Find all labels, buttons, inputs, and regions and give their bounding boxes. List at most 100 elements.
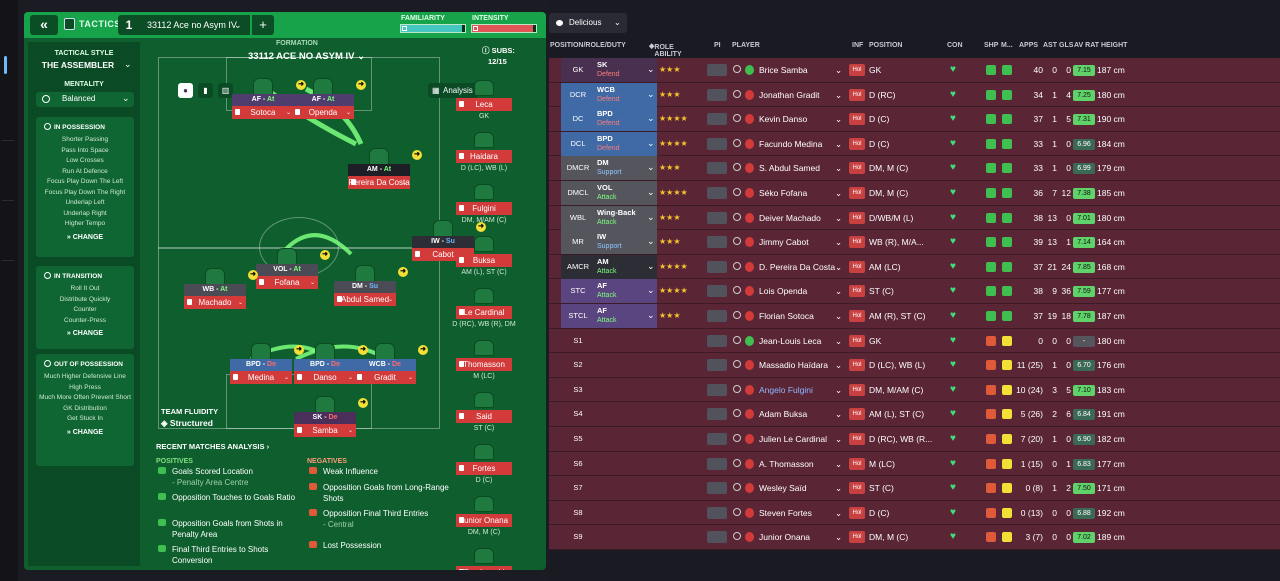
formation-name[interactable]: 33112 ACE NO ASYM IV ⌄ <box>248 51 366 62</box>
player-name-tag[interactable]: Sotoca ⌄ <box>232 106 294 119</box>
position-role-duty-cell[interactable]: STC AF Attack ⌄ <box>561 279 657 304</box>
chevron-down-icon[interactable]: ⌄ <box>309 280 315 286</box>
table-row[interactable]: S7 Wesley Saïd ⌄ Hol ST (C) ♥ 0 (8) 1 2 7.50 171 c… <box>549 476 1280 501</box>
sub-name-tag[interactable]: Junior Onana <box>456 514 512 527</box>
sub-name-tag[interactable]: Haidara <box>456 150 512 163</box>
chevron-down-icon[interactable]: ⌄ <box>835 163 843 174</box>
player-name[interactable]: A. Thomasson <box>759 458 814 469</box>
table-row[interactable]: S1 Jean-Louis Leca ⌄ Hol GK ♥ 0 0 0-180 cm <box>549 328 1280 354</box>
chevron-down-icon[interactable]: ⌄ <box>283 375 289 381</box>
col-pi[interactable]: PI <box>714 42 721 49</box>
instruction-arrow-icon[interactable]: ➜ <box>358 345 368 355</box>
player-name[interactable]: Steven Fortes <box>759 507 812 518</box>
sub-name-tag[interactable]: Le Cardinal <box>456 306 512 319</box>
table-row[interactable]: DC BPD Defend ⌄ ★★★★ Kevin Danso ⌄ Hol D (C) ♥ 37 1… <box>549 107 1280 132</box>
chevron-down-icon[interactable]: ⌄ <box>835 212 843 223</box>
chevron-down-icon[interactable]: ⌄ <box>401 180 407 186</box>
table-row[interactable]: S3 Angelo Fulgini ⌄ Hol DM, M/AM (C) ♥ 10 (24)… <box>549 377 1280 403</box>
player-role-duty[interactable]: VOL - At <box>256 264 318 276</box>
player-name-tag[interactable]: Gradit ⌄ <box>354 371 416 384</box>
player-instructions-icon[interactable] <box>707 334 727 347</box>
chevron-down-icon[interactable]: ⌄ <box>234 20 242 30</box>
player-name-tag[interactable]: Fofana ⌄ <box>256 276 318 289</box>
player-name[interactable]: D. Pereira Da Costa <box>759 261 836 272</box>
player-name[interactable]: Facundo Medina <box>759 138 823 149</box>
chevron-down-icon[interactable]: ⌄ <box>835 434 843 444</box>
position-role-duty-cell[interactable]: DCR WCB Defend ⌄ <box>561 82 657 107</box>
chevron-down-icon[interactable]: ⌄ <box>835 384 843 395</box>
position-role-duty-cell[interactable]: WBL Wing-Back Attack ⌄ <box>561 205 657 230</box>
position-role-duty-cell[interactable]: STCL AF Attack ⌄ <box>561 304 657 328</box>
player-instructions-icon[interactable] <box>707 359 727 372</box>
player-name[interactable]: Deiver Machado <box>759 212 821 223</box>
table-row[interactable]: S6 A. Thomasson ⌄ Hol M (LC) ♥ 1 (15) 0 1 6.83 177… <box>549 451 1280 477</box>
instruction-arrow-icon[interactable]: ➜ <box>418 345 428 355</box>
familiarity-meter[interactable] <box>400 24 466 33</box>
player-name[interactable]: Jonathan Gradit <box>759 89 820 100</box>
chevron-down-icon[interactable]: ⌄ <box>647 187 655 197</box>
table-row[interactable]: STCL AF Attack ⌄ ★★★ Florian Sotoca ⌄ Hol AM (R)… <box>549 304 1280 329</box>
player-name[interactable]: S. Abdul Samed <box>759 163 820 174</box>
player-name[interactable]: Jean-Louis Leca <box>759 335 822 346</box>
sub-name-tag[interactable]: Fortes <box>456 462 512 475</box>
position-role-duty-cell[interactable]: AMCR AM Attack ⌄ <box>561 254 657 279</box>
chevron-down-icon[interactable]: ⌄ <box>387 297 393 303</box>
instruction-arrow-icon[interactable]: ➜ <box>296 80 306 90</box>
chevron-down-icon[interactable]: ⌄ <box>835 237 843 248</box>
in-transition-change-button[interactable]: » CHANGE <box>66 330 104 337</box>
instruction-arrow-icon[interactable]: ➜ <box>358 398 368 408</box>
table-row[interactable]: AMCR AM Attack ⌄ ★★★★ D. Pereira Da Costa ⌄ Hol… <box>549 254 1280 280</box>
player-name[interactable]: Wesley Saïd <box>759 483 807 494</box>
position-role-duty-cell[interactable]: GK SK Defend ⌄ <box>561 58 657 82</box>
chevron-down-icon[interactable]: ⌄ <box>647 64 655 74</box>
player-instructions-icon[interactable] <box>707 236 727 249</box>
analysis-button[interactable]: ▦ Analysis <box>428 83 478 98</box>
chevron-down-icon[interactable]: ⌄ <box>835 286 843 297</box>
col-pos[interactable]: POSITION <box>869 42 903 49</box>
chevron-down-icon[interactable]: ⌄ <box>285 110 291 116</box>
table-row[interactable]: WBL Wing-Back Attack ⌄ ★★★ Deiver Machado ⌄ Hol… <box>549 205 1280 231</box>
chevron-down-icon[interactable]: ⌄ <box>347 428 353 434</box>
instruction-arrow-icon[interactable]: ➜ <box>356 80 366 90</box>
player-instructions-icon[interactable] <box>707 433 727 445</box>
chevron-down-icon[interactable]: ⌄ <box>237 300 243 306</box>
player-name[interactable]: Séko Fofana <box>759 188 808 198</box>
player-name-tag[interactable]: Danso ⌄ <box>294 371 356 384</box>
col-con[interactable]: CON <box>947 42 963 49</box>
chevron-down-icon[interactable]: ⌄ <box>647 88 655 99</box>
player-role-view-icon[interactable]: ● <box>178 83 193 98</box>
col-inf[interactable]: INF <box>852 42 864 49</box>
col-m[interactable]: M... <box>1001 42 1013 49</box>
player-name-tag[interactable]: Pereira Da Costa ⌄ <box>348 176 410 189</box>
player-instructions-icon[interactable] <box>707 285 727 298</box>
table-row[interactable]: MR IW Support ⌄ ★★★ Jimmy Cabot ⌄ Hol WB (R), M/… <box>549 230 1280 255</box>
position-role-duty-cell[interactable]: S2 <box>561 353 657 377</box>
table-row[interactable]: S4 Adam Buksa ⌄ Hol AM (L), ST (C) ♥ 5 (26) 2 6 6… <box>549 402 1280 427</box>
position-role-duty-cell[interactable]: S5 <box>561 427 657 451</box>
table-row[interactable]: S2 Massadio Haïdara ⌄ Hol D (LC), WB (L) ♥ 11 … <box>549 353 1280 378</box>
chevron-down-icon[interactable]: ⌄ <box>647 113 655 124</box>
table-row[interactable]: S9 Junior Onana ⌄ Hol DM, M (C) ♥ 3 (7) 0 0 7.02 1… <box>549 525 1280 550</box>
tactic-slot-number[interactable]: 1 <box>118 15 140 35</box>
player-name[interactable]: Florian Sotoca <box>759 311 814 321</box>
player-name-tag[interactable]: Openda ⌄ <box>292 106 354 119</box>
table-row[interactable]: DCL BPD Defend ⌄ ★★★★ Facundo Medina ⌄ Hol D (C)… <box>549 131 1280 157</box>
player-role-duty[interactable]: WCB - De <box>354 359 416 371</box>
player-role-duty[interactable]: WB - At <box>184 284 246 296</box>
position-role-duty-cell[interactable]: DMCL VOL Attack ⌄ <box>561 181 657 205</box>
chevron-down-icon[interactable]: ⌄ <box>835 409 843 420</box>
position-role-duty-cell[interactable]: DMCR DM Support ⌄ <box>561 156 657 181</box>
bar-chart-icon[interactable]: ▮ <box>198 83 213 98</box>
player-instructions-icon[interactable] <box>707 506 727 519</box>
chevron-down-icon[interactable]: ⌄ <box>835 360 843 371</box>
player-instructions-icon[interactable] <box>707 113 727 126</box>
player-name-tag[interactable]: Samba ⌄ <box>294 424 356 437</box>
sub-name-tag[interactable]: Frankowski <box>456 566 512 570</box>
sub-name-tag[interactable]: Buksa <box>456 254 512 267</box>
player-role-duty[interactable]: AM - At <box>348 164 410 176</box>
chevron-down-icon[interactable]: ⌄ <box>407 375 413 381</box>
view-select[interactable]: Delicious ⌄ <box>549 13 627 33</box>
position-role-duty-cell[interactable]: S1 <box>561 329 657 353</box>
position-role-duty-cell[interactable]: S6 <box>561 452 657 476</box>
chevron-down-icon[interactable]: ⌄ <box>647 211 655 222</box>
